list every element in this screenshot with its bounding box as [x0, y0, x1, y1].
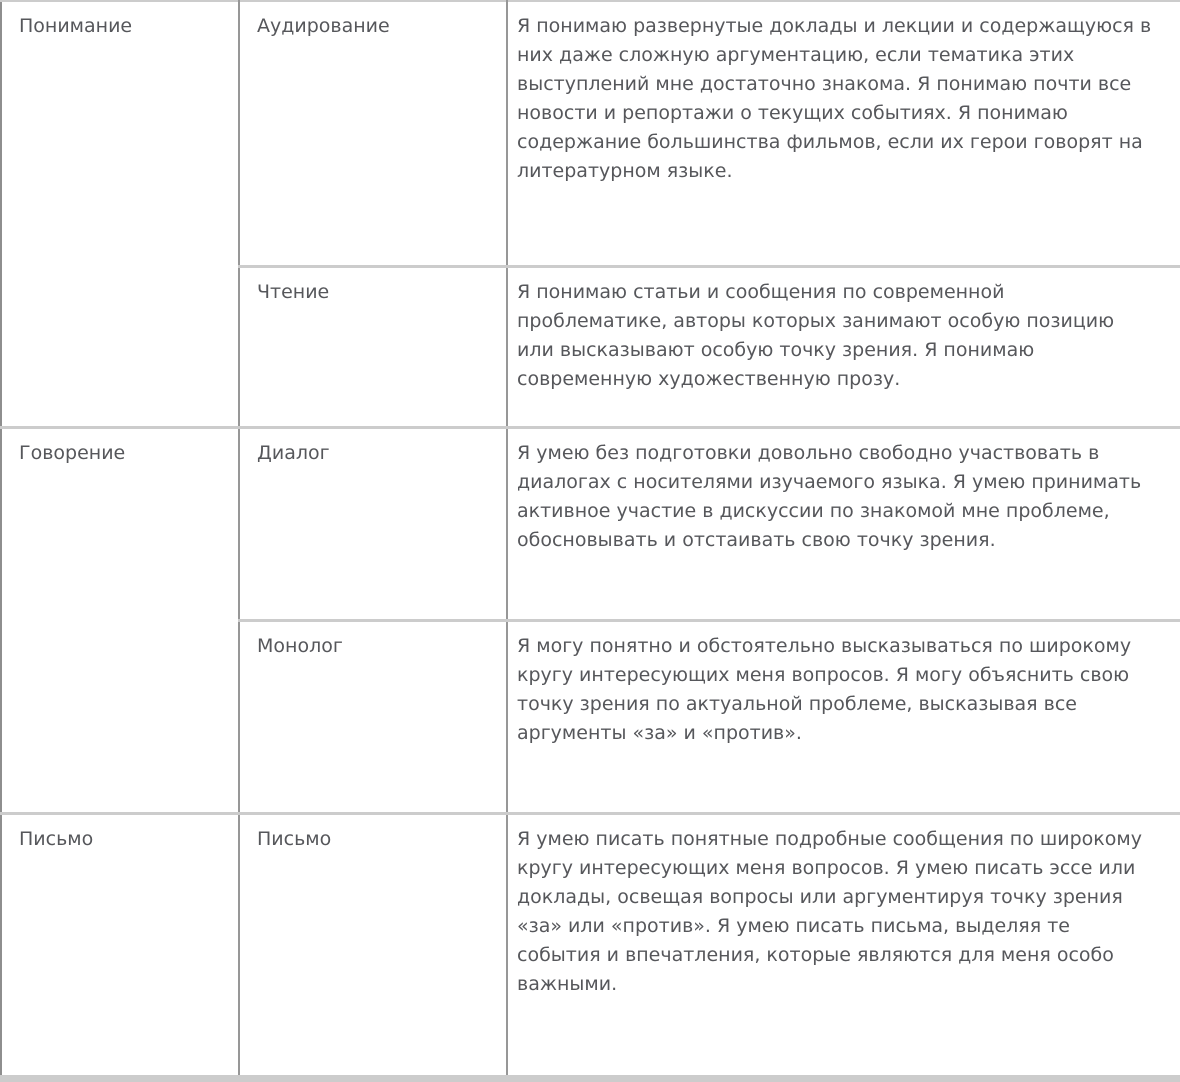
description-cell-monologue: Я могу понятно и обстоятельно высказыват… [507, 620, 1180, 815]
table-row: Чтение Я понимаю статьи и сообщения по с… [1, 266, 1180, 429]
description-cell-writing: Я умею писать понятные подробные сообщен… [507, 813, 1180, 1080]
skill-cell-dialogue: Диалог [239, 427, 508, 622]
table-row: Говорение Диалог Я умею без подготовки д… [1, 427, 1180, 815]
table-row: Письмо Письмо Я умею писать понятные под… [1, 813, 1180, 1080]
category-cell-writing: Письмо [1, 813, 240, 1080]
table-row: Понимание Аудирование Я понимаю разверну… [1, 1, 1180, 429]
skill-cell-listening: Аудирование [239, 1, 508, 268]
description-cell-listening: Я понимаю развернутые доклады и лекции и… [507, 1, 1180, 268]
skill-cell-monologue: Монолог [239, 620, 508, 815]
description-cell-reading: Я понимаю статьи и сообщения по современ… [507, 266, 1180, 429]
skill-cell-reading: Чтение [239, 266, 508, 429]
skill-cell-writing: Письмо [239, 813, 508, 1080]
category-cell-speaking: Говорение [1, 427, 240, 815]
description-cell-dialogue: Я умею без подготовки довольно свободно … [507, 427, 1180, 622]
category-cell-understanding: Понимание [1, 1, 240, 429]
table-row: Монолог Я могу понятно и обстоятельно вы… [1, 620, 1180, 815]
